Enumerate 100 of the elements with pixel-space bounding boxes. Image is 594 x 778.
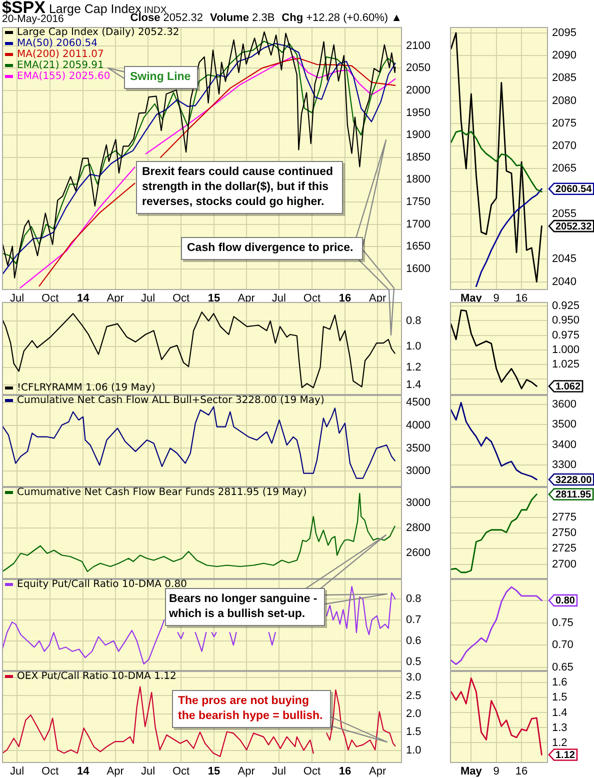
data-label: 3228.00 — [556, 474, 592, 486]
x-tick-label: 16 — [515, 766, 528, 778]
y-tick-label: 2090 — [552, 50, 576, 62]
y-tick-label: 0.8 — [406, 315, 422, 328]
y-tick-label: 2040 — [552, 276, 576, 288]
y-tick-label: 3500 — [552, 418, 576, 431]
x-tick-label: 16 — [515, 292, 528, 305]
x-tick-label: Oct — [172, 766, 190, 778]
y-tick-label: 2095 — [552, 26, 576, 39]
y-tick-label: 2800 — [406, 522, 430, 534]
y-tick-label: 3400 — [552, 438, 576, 451]
y-tick-label: 2600 — [406, 546, 430, 559]
y-tick-label: 1.5 — [406, 726, 422, 738]
y-tick-label: 2.5 — [406, 690, 422, 702]
x-tick-label: 16 — [338, 766, 352, 778]
x-tick-label: Jul — [140, 766, 156, 778]
y-tick-label: 2085 — [552, 72, 576, 84]
x-tick-label: 15 — [208, 766, 220, 778]
y-tick-label: 1.4 — [552, 706, 568, 719]
legend-label: MA(50) 2060.54 — [17, 38, 98, 50]
annotation: Bears no longer sanguine - which is a bullish set-up. — [169, 593, 318, 620]
y-tick-label: 0.75 — [552, 616, 574, 629]
y-tick-label: 0.8 — [406, 593, 422, 606]
x-tick-label: 14 — [76, 292, 90, 305]
y-tick-label: 0.925 — [552, 300, 580, 312]
y-tick-label: 3600 — [552, 398, 576, 410]
x-tick-label: Apr — [369, 292, 386, 305]
y-tick-label: 2045 — [552, 253, 576, 266]
x-tick-label: Oct — [303, 292, 321, 305]
y-tick-label: 1.000 — [552, 344, 580, 356]
y-tick-label: 2050 — [406, 62, 430, 74]
data-label: 2811.95 — [556, 490, 592, 501]
x-tick-label: Oct — [42, 292, 59, 305]
y-tick-label: 1850 — [406, 151, 430, 164]
y-tick-label: 2700 — [552, 558, 576, 570]
y-tick-label: 2725 — [552, 542, 576, 555]
legend-label: Large Cap Index (Daily) 2052.32 — [17, 27, 180, 38]
y-tick-label: 0.975 — [552, 329, 580, 342]
text: Volume 2.3B — [210, 12, 275, 25]
y-tick-label: 2750 — [552, 527, 576, 540]
y-tick-label: 0.7 — [406, 614, 422, 626]
annotation: Brexit fears could cause continued strength in the dollar($), but if this reverses, stocks could go higher. — [136, 161, 343, 214]
legend-label: EMA(21) 2059.91 — [17, 60, 104, 72]
x-tick-label: Jul — [10, 292, 24, 305]
x-tick-label: 14 — [76, 766, 90, 778]
x-tick-label: May — [460, 766, 483, 778]
y-tick-label: 3000 — [406, 465, 430, 478]
x-tick-label: Apr — [369, 766, 386, 778]
y-tick-label: 2775 — [552, 511, 576, 524]
annotation: Cash flow divergence to price. — [181, 237, 363, 260]
x-tick-label: 9 — [493, 292, 500, 305]
data-label: 2052.32 — [556, 221, 592, 232]
y-tick-label: 4000 — [406, 420, 430, 432]
y-tick-label: 1.5 — [552, 692, 568, 704]
x-tick-label: Jul — [272, 766, 286, 778]
y-tick-label: 3300 — [552, 458, 576, 471]
y-tick-label: 1950 — [406, 106, 430, 119]
y-tick-label: 0.950 — [552, 314, 580, 327]
legend-label: OEX Put/Call Ratio 10-DMA 1.12 — [17, 671, 176, 682]
legend-label: Cumumative Net Cash Flow Bear Funds 2811.95 (19 May) — [17, 487, 307, 498]
x-tick-label: May — [460, 292, 483, 305]
y-tick-label: 1650 — [406, 240, 430, 253]
y-tick-label: 1.6 — [552, 676, 568, 689]
y-tick-label: 1800 — [406, 174, 430, 186]
x-tick-label: Jul — [272, 292, 286, 305]
y-tick-label: 1.3 — [552, 722, 568, 734]
data-label: 1.12 — [556, 750, 576, 761]
y-tick-label: 4500 — [406, 396, 430, 409]
y-tick-label: 1600 — [406, 263, 430, 276]
y-tick-label: 1.2 — [406, 362, 422, 374]
y-tick-label: 2070 — [552, 140, 576, 152]
legend-label: !CFLRYRAMM 1.06 (19 May) — [17, 382, 156, 394]
chart-subtitle: 20-May-2016 — [2, 13, 64, 25]
y-tick-label: 1.2 — [552, 736, 568, 749]
y-tick-label: 2065 — [552, 162, 576, 175]
y-tick-label: 1.4 — [406, 379, 422, 392]
y-tick-label: 2.0 — [406, 708, 422, 720]
y-tick-label: 0.6 — [406, 634, 422, 647]
legend-label: Cumulative Net Cash Flow ALL Bull+Sector 3228.00 (19 May) — [17, 395, 324, 406]
x-tick-label: Oct — [172, 292, 190, 305]
x-tick-label: Jul — [140, 292, 156, 305]
x-tick-label: 16 — [338, 292, 352, 305]
x-tick-label: Jul — [10, 766, 24, 778]
legend-label: Equity Put/Call Ratio 10-DMA 0.80 — [17, 579, 187, 590]
y-tick-label: 2075 — [552, 117, 576, 130]
data-label: 0.80 — [556, 596, 576, 607]
y-tick-label: 3500 — [406, 442, 430, 454]
x-tick-label: Oct — [303, 766, 321, 778]
y-tick-label: 2000 — [406, 84, 430, 96]
data-label: 1.062 — [556, 381, 581, 392]
legend-label: MA(200) 2011.07 — [17, 49, 104, 60]
annotation: Swing Line — [124, 66, 198, 89]
x-tick-label: 15 — [208, 292, 220, 305]
text: Chg +12.28 (+0.60%) ▲ — [282, 12, 402, 25]
y-tick-label: 1.025 — [552, 358, 580, 371]
y-tick-label: 1.0 — [406, 340, 422, 353]
y-tick-label: 2055 — [552, 208, 576, 220]
y-tick-label: 3000 — [406, 496, 430, 509]
x-tick-label: Apr — [106, 292, 124, 305]
legend-label: EMA(155) 2025.60 — [17, 71, 110, 82]
